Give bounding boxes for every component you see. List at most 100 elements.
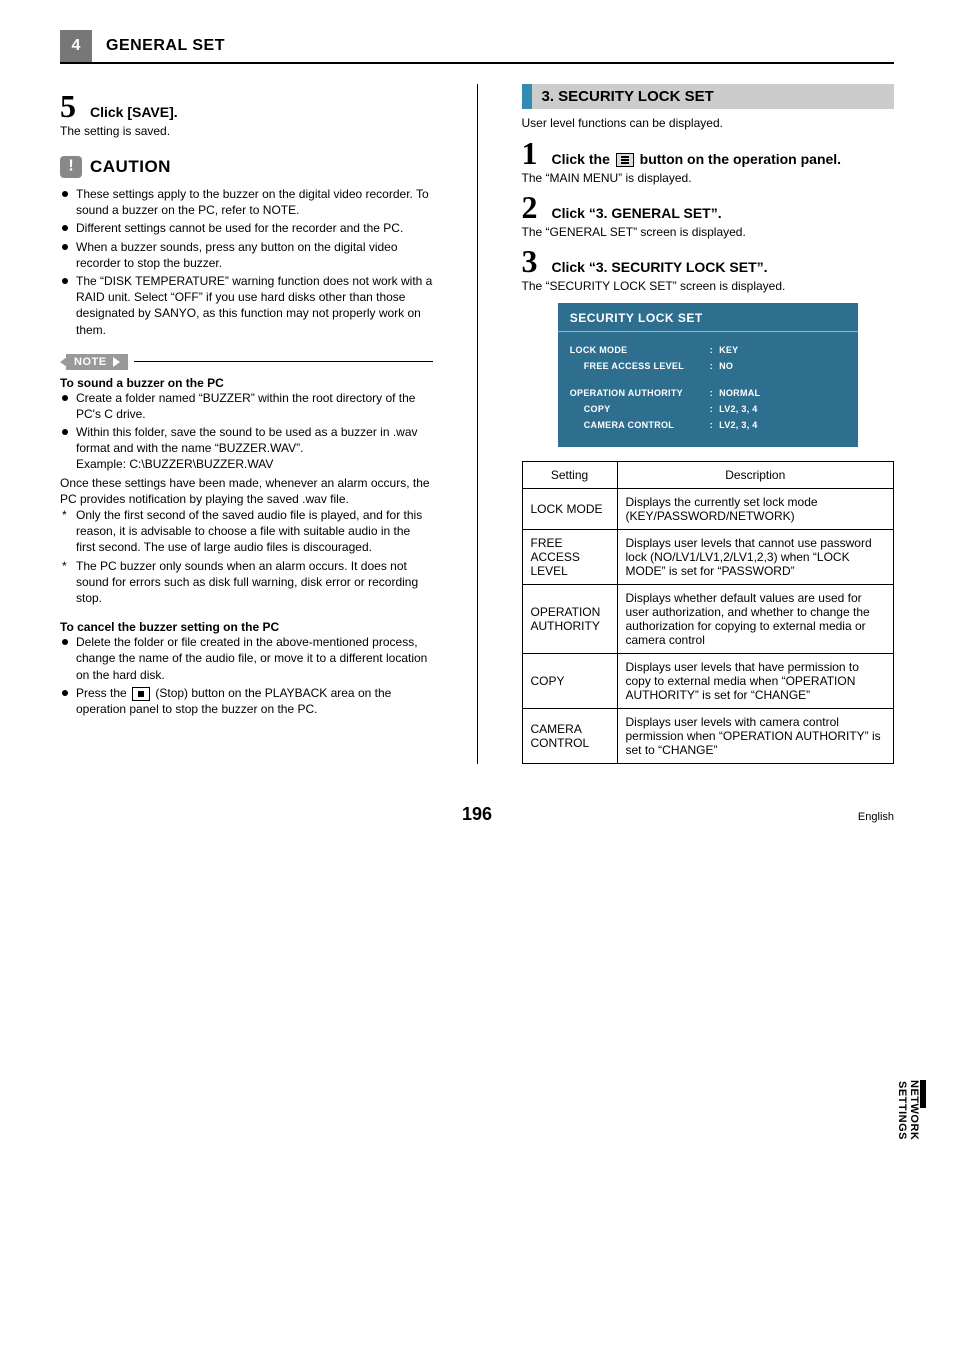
table-row: FREE ACCESS LEVEL Displays user levels t… bbox=[522, 530, 894, 585]
side-tab-line2: SETTINGS bbox=[896, 1081, 908, 1140]
caution-list: These settings apply to the buzzer on th… bbox=[60, 186, 433, 338]
screen-label: LOCK MODE bbox=[570, 342, 710, 358]
caution-item: The “DISK TEMPERATURE” warning function … bbox=[60, 273, 433, 338]
step-title: Click the button on the operation panel. bbox=[552, 143, 842, 167]
note-heading: To cancel the buzzer setting on the PC bbox=[60, 620, 433, 634]
step-title: Click “3. GENERAL SET”. bbox=[552, 197, 722, 221]
step-text-suffix: button on the operation panel. bbox=[640, 151, 841, 167]
caution-item: These settings apply to the buzzer on th… bbox=[60, 186, 433, 218]
note-item: Delete the folder or file created in the… bbox=[60, 634, 433, 683]
side-tab: NETWORK SETTINGS bbox=[896, 1080, 926, 1140]
screen-row: LOCK MODE :KEY bbox=[570, 342, 846, 358]
right-column: 3. SECURITY LOCK SET User level function… bbox=[522, 84, 895, 764]
step-2: 2 Click “3. GENERAL SET”. bbox=[522, 191, 895, 223]
caution-item: When a buzzer sounds, press any button o… bbox=[60, 239, 433, 271]
section-number: 4 bbox=[60, 30, 92, 62]
screen-value: :KEY bbox=[710, 342, 739, 358]
note-item: Press the (Stop) button on the PLAYBACK … bbox=[60, 685, 433, 717]
column-divider bbox=[477, 84, 478, 764]
page-header: 4 GENERAL SET bbox=[60, 30, 894, 64]
screen-row: CAMERA CONTROL :LV2, 3, 4 bbox=[570, 417, 846, 433]
screen-value: :NORMAL bbox=[710, 385, 761, 401]
table-header-description: Description bbox=[617, 462, 894, 489]
note-heading: To sound a buzzer on the PC bbox=[60, 376, 433, 390]
step-subtext: The setting is saved. bbox=[60, 124, 433, 138]
screen-label: COPY bbox=[570, 401, 710, 417]
note-header: NOTE bbox=[60, 354, 433, 370]
note-paragraph: Once these settings have been made, when… bbox=[60, 475, 433, 507]
screen-title: SECURITY LOCK SET bbox=[558, 303, 858, 332]
step-5: 5 Click [SAVE]. bbox=[60, 90, 433, 122]
step-title: Click “3. SECURITY LOCK SET”. bbox=[552, 251, 768, 275]
note-item: Create a folder named “BUZZER” within th… bbox=[60, 390, 433, 422]
screen-row: OPERATION AUTHORITY :NORMAL bbox=[570, 385, 846, 401]
table-cell-setting: OPERATION AUTHORITY bbox=[522, 585, 617, 654]
step-title: Click [SAVE]. bbox=[90, 96, 178, 120]
stop-icon bbox=[132, 687, 150, 701]
note1-star-list: Only the first second of the saved audio… bbox=[60, 507, 433, 606]
note-text-prefix: Press the bbox=[76, 686, 130, 700]
screen-value: :LV2, 3, 4 bbox=[710, 401, 758, 417]
page-footer: 196 English bbox=[60, 804, 894, 825]
subsection-subtext: User level functions can be displayed. bbox=[522, 115, 895, 131]
step-subtext: The “GENERAL SET” screen is displayed. bbox=[522, 225, 895, 239]
caution-header: CAUTION bbox=[60, 156, 433, 178]
table-header-row: Setting Description bbox=[522, 462, 894, 489]
screen-body: LOCK MODE :KEY FREE ACCESS LEVEL :NO OPE… bbox=[558, 332, 858, 447]
screen-label: FREE ACCESS LEVEL bbox=[570, 358, 710, 374]
page-number: 196 bbox=[462, 804, 492, 824]
step-number: 2 bbox=[522, 191, 538, 223]
table-header-setting: Setting bbox=[522, 462, 617, 489]
step-1: 1 Click the button on the operation pane… bbox=[522, 137, 895, 169]
table-cell-setting: FREE ACCESS LEVEL bbox=[522, 530, 617, 585]
table-cell-setting: CAMERA CONTROL bbox=[522, 709, 617, 764]
side-tab-line1: NETWORK bbox=[908, 1080, 920, 1140]
note-item: Within this folder, save the sound to be… bbox=[60, 424, 433, 473]
caution-label: CAUTION bbox=[90, 157, 171, 177]
screen-value: :LV2, 3, 4 bbox=[710, 417, 758, 433]
step-number: 1 bbox=[522, 137, 538, 169]
table-cell-setting: LOCK MODE bbox=[522, 489, 617, 530]
table-cell-description: Displays user levels that have permissio… bbox=[617, 654, 894, 709]
screen-label: OPERATION AUTHORITY bbox=[570, 385, 710, 401]
table-cell-setting: COPY bbox=[522, 654, 617, 709]
page-language: English bbox=[858, 811, 894, 823]
step-3: 3 Click “3. SECURITY LOCK SET”. bbox=[522, 245, 895, 277]
step-number: 3 bbox=[522, 245, 538, 277]
note-label: NOTE bbox=[74, 356, 107, 368]
screen-label: CAMERA CONTROL bbox=[570, 417, 710, 433]
note-star-item: Only the first second of the saved audio… bbox=[60, 507, 433, 556]
note1-list: Create a folder named “BUZZER” within th… bbox=[60, 390, 433, 473]
table-cell-description: Displays user levels with camera control… bbox=[617, 709, 894, 764]
step-subtext: The “SECURITY LOCK SET” screen is displa… bbox=[522, 279, 895, 293]
screen-row: COPY :LV2, 3, 4 bbox=[570, 401, 846, 417]
security-lock-set-screen: SECURITY LOCK SET LOCK MODE :KEY FREE AC… bbox=[558, 303, 858, 447]
table-cell-description: Displays user levels that cannot use pas… bbox=[617, 530, 894, 585]
left-column: 5 Click [SAVE]. The setting is saved. CA… bbox=[60, 84, 433, 764]
caution-item: Different settings cannot be used for th… bbox=[60, 220, 433, 236]
screen-value: :NO bbox=[710, 358, 733, 374]
note-badge: NOTE bbox=[66, 354, 128, 370]
table-cell-description: Displays whether default values are used… bbox=[617, 585, 894, 654]
step-text-prefix: Click the bbox=[552, 151, 614, 167]
side-tab-marker bbox=[920, 1080, 926, 1108]
page-title: GENERAL SET bbox=[106, 37, 225, 55]
step-subtext: The “MAIN MENU” is displayed. bbox=[522, 171, 895, 185]
settings-table: Setting Description LOCK MODE Displays t… bbox=[522, 461, 895, 764]
note-star-item: The PC buzzer only sounds when an alarm … bbox=[60, 558, 433, 607]
table-row: CAMERA CONTROL Displays user levels with… bbox=[522, 709, 894, 764]
caution-icon bbox=[60, 156, 82, 178]
note-arrow-icon bbox=[113, 357, 120, 367]
subsection-title: 3. SECURITY LOCK SET bbox=[532, 84, 895, 109]
subsection-header: 3. SECURITY LOCK SET bbox=[522, 84, 895, 109]
menu-icon bbox=[616, 153, 634, 167]
table-row: OPERATION AUTHORITY Displays whether def… bbox=[522, 585, 894, 654]
table-row: LOCK MODE Displays the currently set loc… bbox=[522, 489, 894, 530]
step-number: 5 bbox=[60, 90, 76, 122]
table-cell-description: Displays the currently set lock mode (KE… bbox=[617, 489, 894, 530]
subsection-accent bbox=[522, 84, 532, 109]
note-divider bbox=[134, 361, 433, 362]
note2-list: Delete the folder or file created in the… bbox=[60, 634, 433, 717]
screen-row: FREE ACCESS LEVEL :NO bbox=[570, 358, 846, 374]
table-row: COPY Displays user levels that have perm… bbox=[522, 654, 894, 709]
